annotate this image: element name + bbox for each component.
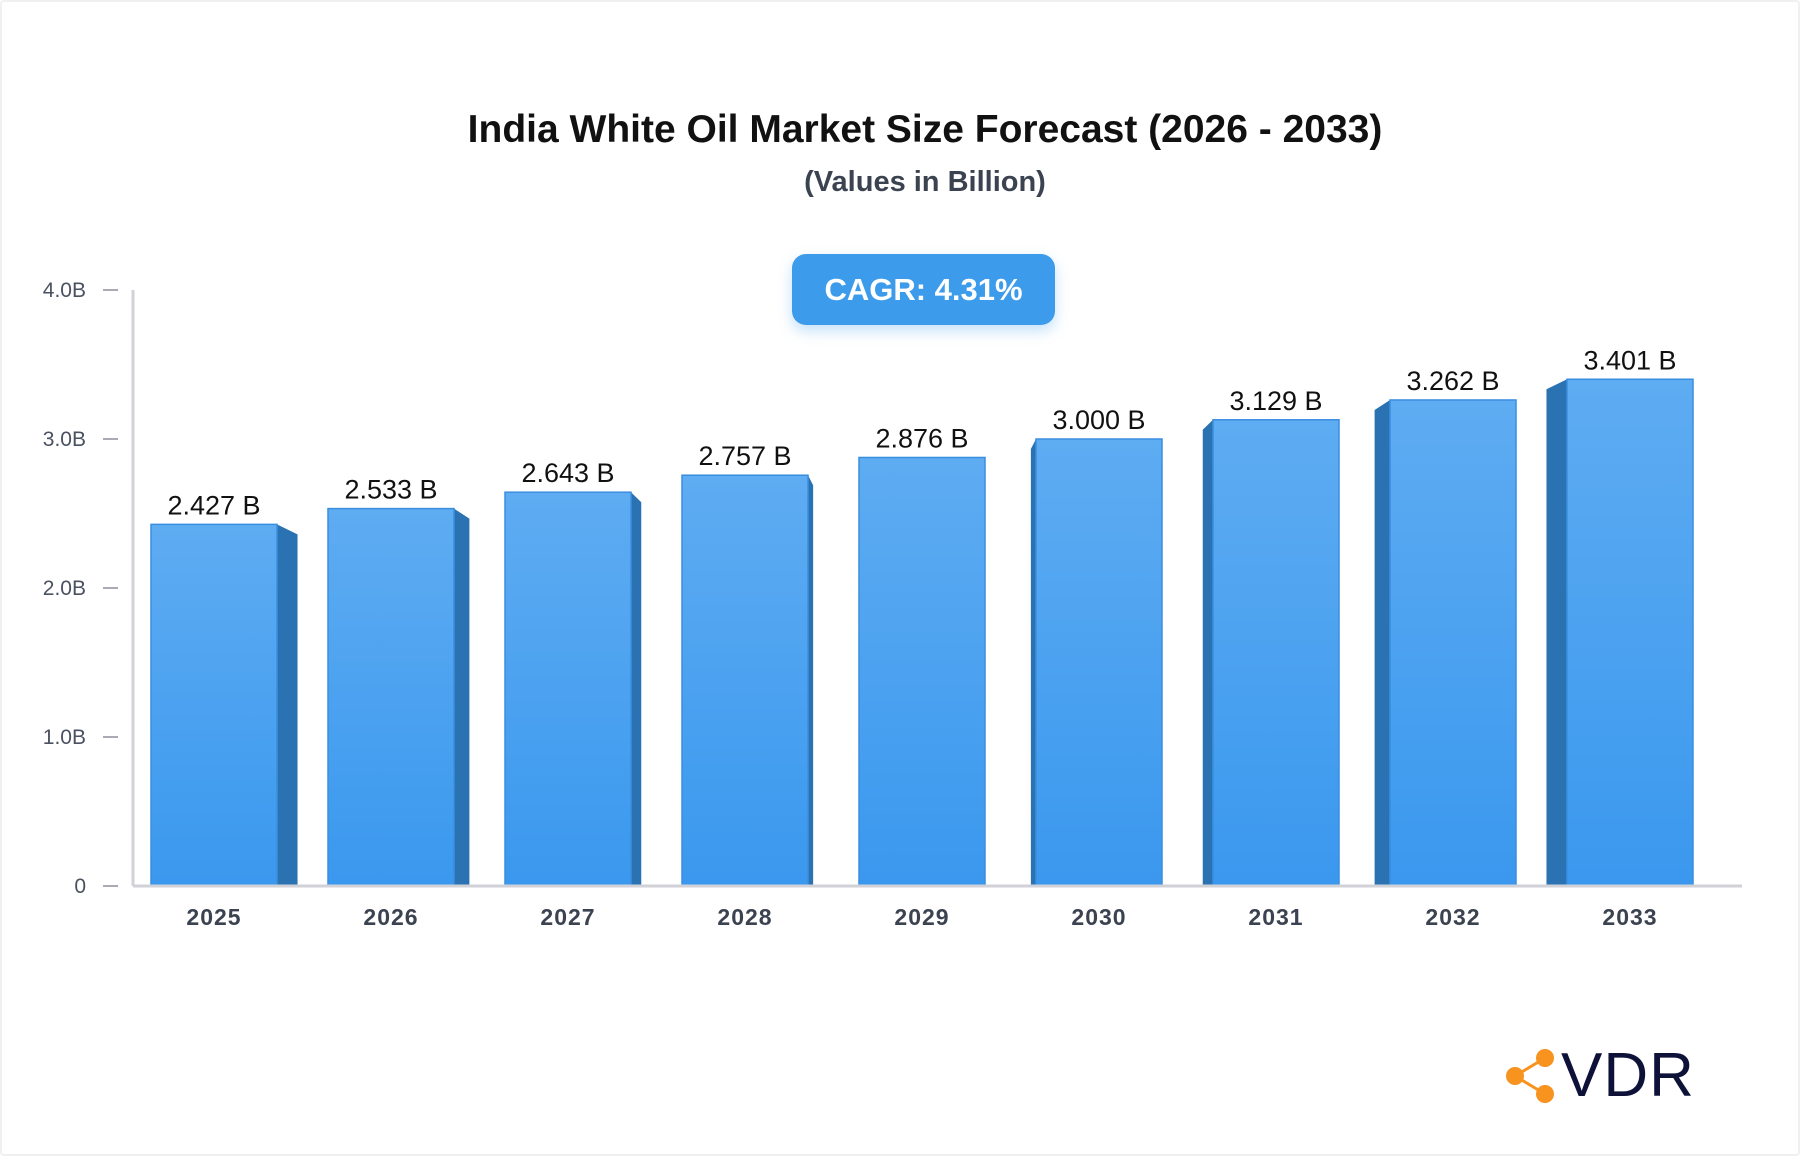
bar-side-2028 [808, 475, 814, 886]
bar-side-2032 [1374, 399, 1390, 886]
vdr-logo: VDR [1505, 1040, 1695, 1111]
share-nodes-icon [1506, 1048, 1554, 1103]
bar-side-2033 [1546, 379, 1567, 886]
y-tick-label: 4.0B [43, 279, 86, 302]
data-label: 3.262 B [1406, 366, 1499, 396]
bar-2027 [504, 491, 632, 887]
bar-2031 [1212, 419, 1340, 887]
logo-text: VDR [1561, 1041, 1695, 1110]
data-label: 2.533 B [344, 475, 437, 505]
bar-2029 [858, 456, 986, 887]
cagr-badge: CAGR: 4.31% [792, 254, 1055, 325]
y-tick-label: 0 [74, 875, 86, 898]
bar-2026 [327, 507, 455, 887]
x-tick-label: 2029 [894, 904, 949, 930]
bar-2032 [1389, 399, 1517, 887]
data-label: 3.129 B [1229, 386, 1322, 416]
bar-side-2025 [277, 524, 298, 886]
bar-side-2030 [1030, 439, 1036, 886]
data-label: 2.427 B [167, 490, 260, 520]
y-tick-label: 2.0B [43, 577, 86, 600]
y-tick-label: 3.0B [43, 428, 86, 451]
x-tick-label: 2031 [1248, 904, 1303, 930]
bar-2025 [150, 523, 278, 887]
x-tick-label: 2028 [717, 904, 772, 930]
data-label: 2.757 B [698, 441, 791, 471]
x-tick-label: 2030 [1071, 904, 1126, 930]
bar-2028 [681, 474, 809, 887]
data-label: 3.401 B [1583, 345, 1676, 375]
x-tick-label: 2027 [540, 904, 595, 930]
data-label: 2.876 B [875, 423, 968, 453]
bar-2030 [1035, 438, 1163, 887]
x-tick-label: 2032 [1425, 904, 1480, 930]
bar-side-2026 [454, 508, 470, 886]
bar-side-2031 [1202, 419, 1213, 886]
bar-side-2027 [631, 492, 642, 886]
data-label: 2.643 B [521, 458, 614, 488]
chart-subtitle: (Values in Billion) [804, 166, 1046, 198]
x-tick-label: 2026 [363, 904, 418, 930]
bar-2033 [1566, 378, 1694, 887]
x-tick-label: 2033 [1602, 904, 1657, 930]
y-tick-label: 1.0B [43, 726, 86, 749]
data-label: 3.000 B [1052, 405, 1145, 435]
chart-title: India White Oil Market Size Forecast (20… [467, 108, 1383, 151]
x-tick-label: 2025 [186, 904, 241, 930]
